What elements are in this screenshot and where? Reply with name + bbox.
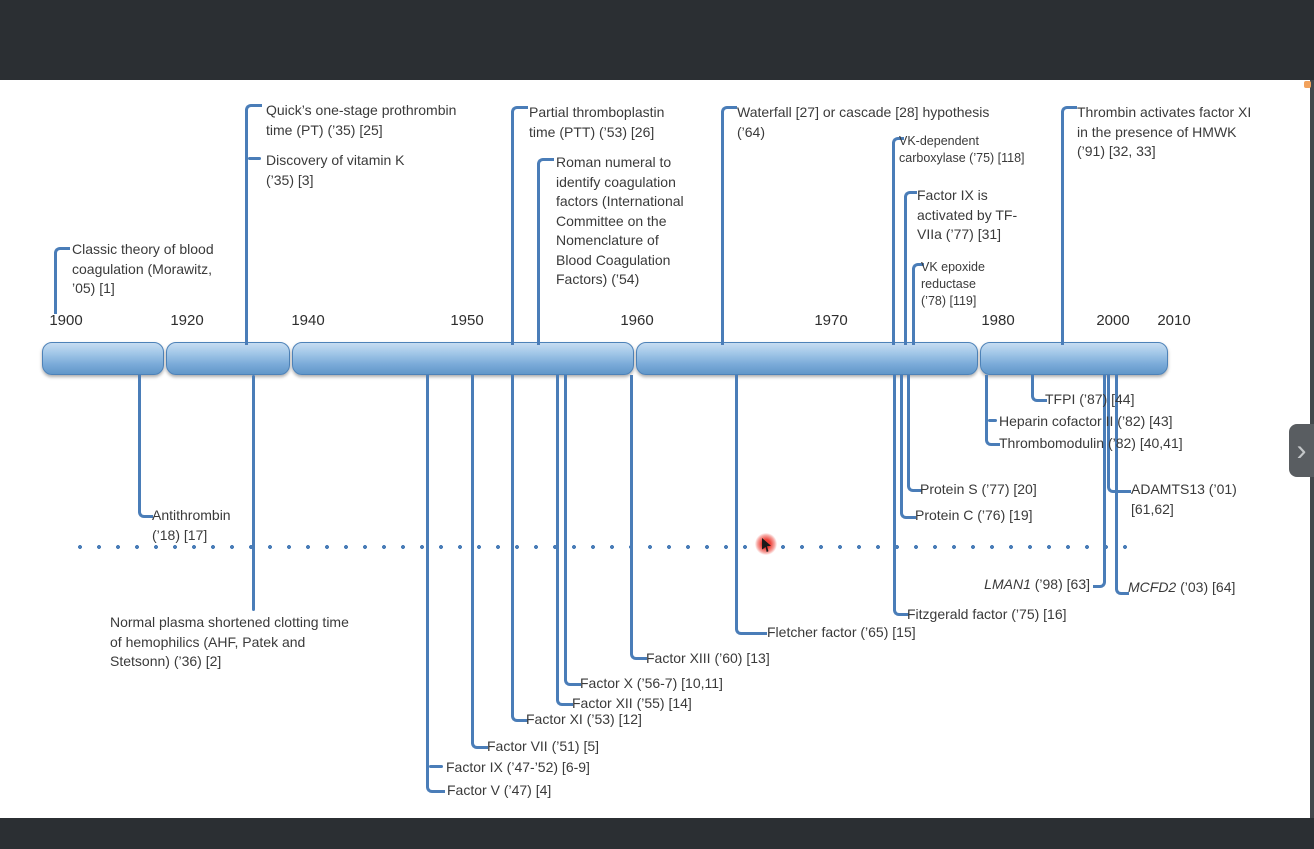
connector-fitzgerald	[893, 375, 909, 616]
slide-canvas	[0, 80, 1314, 818]
timeline-bar-segment	[42, 342, 164, 375]
top-toolbar	[0, 0, 1314, 80]
connector-antithrombin	[138, 375, 153, 518]
event-label-vk-epoxide: VK epoxide reductase (’78) [119]	[921, 260, 985, 308]
timeline-bar-segment	[980, 342, 1168, 375]
event-label-protein-c: Protein C (’76) [19]	[915, 507, 1033, 523]
timeline-bar-segment	[166, 342, 290, 375]
connector-fletcher	[735, 375, 767, 635]
connector-factor-xiii	[630, 375, 647, 660]
axis-year-label: 1900	[49, 312, 83, 329]
gene-name: LMAN1	[984, 576, 1031, 592]
connector-protein-s	[907, 375, 922, 492]
axis-year-label: 1960	[620, 312, 654, 329]
connector-factor-xii	[556, 375, 573, 706]
event-label-roman-numeral: Roman numeral to identify coagulation fa…	[556, 154, 684, 287]
axis-year-label: 1970	[814, 312, 848, 329]
connector-factor-ix-tf-viia	[904, 191, 917, 345]
event-label-waterfall: Waterfall [27] or cascade [28] hypothesi…	[737, 104, 990, 140]
timeline-bar-segment	[292, 342, 634, 375]
connector-factor-v	[426, 375, 445, 793]
event-label-normal-plasma: Normal plasma shortened clotting time of…	[110, 614, 349, 669]
event-label-quicks-pt: Quick’s one-stage prothrombin time (PT) …	[266, 102, 457, 138]
connector-vk-epoxide	[912, 263, 924, 345]
gene-name: MCFD2	[1128, 579, 1177, 595]
timeline-bar-segment	[636, 342, 978, 375]
mouse-cursor-icon	[762, 538, 771, 552]
connector-vitamin-k	[248, 157, 261, 160]
gene-ref: (’03) [64]	[1176, 579, 1236, 595]
connector-waterfall	[721, 106, 737, 345]
connector-protein-c	[900, 375, 916, 519]
event-label-thrombin-xi: Thrombin activates factor XI in the pres…	[1077, 104, 1252, 159]
axis-year-label: 2010	[1157, 312, 1191, 329]
axis-year-label: 1940	[291, 312, 325, 329]
event-label-factor-ix-tf-viia: Factor IX is activated by TF- VIIa (’77)…	[917, 187, 1018, 242]
event-label-mcfd2: MCFD2 (’03) [64]	[1128, 578, 1278, 598]
connector-quicks-pt	[245, 104, 262, 345]
event-label-classic-theory: Classic theory of blood coagulation (Mor…	[72, 241, 214, 296]
connector-normal-plasma	[252, 375, 255, 611]
axis-year-label: 1950	[450, 312, 484, 329]
event-label-vitamin-k: Discovery of vitamin K (’35) [3]	[266, 152, 405, 188]
connector-thrombin-xi	[1061, 106, 1077, 345]
axis-year-label: 1980	[981, 312, 1015, 329]
connector-classic-theory	[54, 247, 70, 314]
event-label-vk-carboxylase: VK-dependent carboxylase (’75) [118]	[899, 134, 1025, 165]
event-label-ptt: Partial thromboplastin time (PTT) (’53) …	[529, 104, 665, 140]
event-label-protein-s: Protein S (’77) [20]	[920, 481, 1037, 497]
event-label-factor-xii: Factor XII (’55) [14]	[572, 695, 692, 711]
bottom-toolbar	[0, 818, 1314, 849]
event-label-factor-xiii: Factor XIII (’60) [13]	[646, 650, 770, 666]
connector-tfpi	[1031, 375, 1047, 402]
connector-ptt	[511, 106, 528, 345]
gene-ref: (’98) [63]	[1030, 576, 1090, 592]
connector-factor-x	[564, 375, 581, 686]
event-label-fletcher: Fletcher factor (’65) [15]	[767, 624, 916, 640]
connector-adamts13	[1107, 375, 1131, 493]
event-label-antithrombin: Antithrombin (’18) [17]	[152, 507, 231, 543]
event-label-heparin-cofactor: Heparin cofactor II (’82) [43]	[999, 413, 1173, 429]
event-label-tfpi: TFPI (’87) [44]	[1045, 391, 1135, 407]
connector-factor-ix	[429, 765, 443, 768]
connector-roman-numeral	[537, 158, 554, 345]
axis-year-label: 1920	[170, 312, 204, 329]
dotted-divider-line	[78, 545, 1140, 549]
event-label-fitzgerald: Fitzgerald factor (’75) [16]	[907, 606, 1067, 622]
event-label-factor-v: Factor V (’47) [4]	[447, 782, 552, 798]
next-page-button[interactable]: ›	[1289, 424, 1314, 477]
annotation-dot	[1304, 81, 1311, 88]
event-label-thrombomodulin: Thrombomodulin (’82) [40,41]	[999, 435, 1183, 451]
connector-heparin-cofactor	[988, 419, 997, 422]
event-label-factor-xi: Factor XI (’53) [12]	[526, 711, 642, 727]
axis-year-label: 2000	[1096, 312, 1130, 329]
event-label-adamts13: ADAMTS13 (’01) [61,62]	[1131, 481, 1237, 517]
chevron-right-icon: ›	[1296, 433, 1307, 467]
connector-thrombomodulin	[985, 375, 1000, 446]
connector-mcfd2	[1115, 375, 1129, 595]
connector-lman1	[1093, 375, 1106, 588]
event-label-lman1: LMAN1 (’98) [63]	[966, 575, 1090, 595]
event-label-factor-ix: Factor IX (’47-’52) [6-9]	[446, 759, 590, 775]
event-label-factor-x: Factor X (’56-7) [10,11]	[580, 675, 723, 691]
connector-factor-vii	[471, 375, 488, 749]
event-label-factor-vii: Factor VII (’51) [5]	[487, 738, 600, 754]
connector-vk-carboxylase	[892, 137, 904, 345]
